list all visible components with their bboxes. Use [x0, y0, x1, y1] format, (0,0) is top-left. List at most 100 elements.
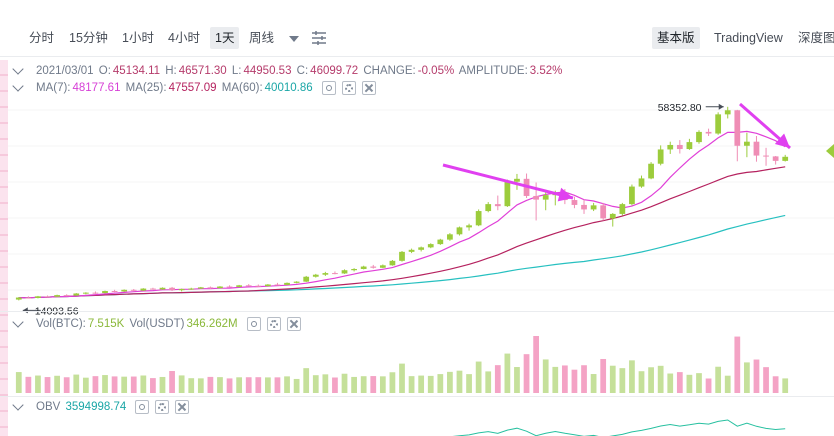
- timeframe-week[interactable]: 周线: [249, 31, 275, 45]
- volume-bar: [648, 367, 654, 393]
- obv-value: 3594998.74: [65, 401, 127, 413]
- volume-bar: [408, 376, 415, 393]
- volume-bar: [63, 377, 70, 393]
- high-label: H:: [165, 65, 177, 77]
- indicator-settings-icon[interactable]: [311, 30, 327, 46]
- candle-body: [25, 297, 32, 299]
- volume-bar: [523, 354, 530, 393]
- candle-body: [44, 296, 51, 298]
- ma-visibility-eye-icon[interactable]: [321, 80, 336, 95]
- candle-body: [744, 141, 750, 146]
- candle-body: [178, 288, 185, 291]
- volume-bar: [54, 375, 60, 393]
- volume-bar: [619, 368, 626, 393]
- candle-body: [581, 204, 587, 210]
- volume-bar: [102, 375, 108, 393]
- volume-bar: [686, 374, 693, 393]
- volume-bar: [782, 378, 789, 393]
- candle-body: [159, 287, 166, 290]
- volume-bar: [724, 375, 731, 393]
- volume-gear-icon[interactable]: [266, 316, 281, 331]
- candle-body: [399, 251, 405, 261]
- volume-bar: [255, 377, 262, 393]
- version-depth-button[interactable]: 深度图: [798, 31, 834, 45]
- volume-bar: [332, 377, 338, 393]
- ma7-label: MA(7):: [36, 82, 71, 94]
- candle-body: [169, 287, 175, 291]
- volume-bar: [629, 360, 635, 393]
- candle-body: [332, 273, 338, 275]
- candle-body: [418, 247, 425, 250]
- volume-bar: [44, 377, 51, 393]
- low-label: L:: [231, 65, 242, 77]
- volume-bar: [25, 376, 32, 393]
- volume-bar: [217, 377, 223, 393]
- volume-bar: [542, 359, 549, 393]
- volume-bar: [121, 376, 128, 393]
- timeframe-1h[interactable]: 1小时: [122, 31, 154, 45]
- candle-body: [408, 249, 415, 252]
- open-label: O:: [98, 65, 111, 77]
- volume-bar: [312, 375, 319, 393]
- timeframe-time[interactable]: 分时: [29, 31, 55, 45]
- candle-body: [638, 178, 645, 187]
- timeframe-1d[interactable]: 1天: [210, 27, 240, 49]
- candle-body: [312, 274, 319, 277]
- ma-close-icon[interactable]: [361, 80, 376, 95]
- volume-bar: [245, 377, 252, 393]
- volume-eye-icon[interactable]: [246, 316, 261, 331]
- volume-close-icon[interactable]: [286, 316, 301, 331]
- volume-bar: [504, 353, 511, 393]
- candle-body: [542, 195, 549, 200]
- candle-body: [236, 285, 243, 287]
- version-tradingview-button[interactable]: TradingView: [714, 31, 783, 45]
- timeframe-4h[interactable]: 4小时: [168, 31, 200, 45]
- candle-body: [494, 204, 501, 207]
- volume-bar: [561, 365, 568, 393]
- ohlc-legend: 2021/03/01 O: 45134.11 H: 46571.30 L: 44950…: [12, 63, 564, 79]
- volume-bar: [744, 362, 750, 393]
- ma25-value: 47557.09: [168, 82, 217, 94]
- amplitude-value: 3.52%: [529, 65, 563, 77]
- obv-eye-icon[interactable]: [135, 399, 150, 414]
- candle-body: [102, 291, 108, 294]
- volume-bar: [696, 373, 702, 393]
- volume-bar: [763, 367, 769, 393]
- ma25-line: [18, 166, 786, 299]
- version-basic-button[interactable]: 基本版: [652, 27, 700, 49]
- ma60-value: 40010.86: [264, 82, 313, 94]
- volume-bar: [447, 371, 453, 393]
- left-edge-strip: [0, 60, 8, 436]
- obv-gear-icon[interactable]: [155, 399, 170, 414]
- ma25-label: MA(25):: [125, 82, 167, 94]
- candle-body: [35, 296, 41, 298]
- trend-arrow-2-head: [774, 133, 790, 148]
- candle-body: [447, 234, 453, 240]
- volume-bar: [341, 373, 348, 393]
- candle-body: [657, 149, 664, 164]
- volume-bar: [293, 378, 300, 393]
- more-timeframes-chevron-down-icon[interactable]: [289, 36, 299, 42]
- high-value: 46571.30: [178, 65, 227, 77]
- ma7-line: [18, 130, 786, 299]
- candle-body: [667, 144, 674, 150]
- candle-body: [226, 286, 233, 288]
- candle-body: [600, 205, 607, 219]
- obv-close-icon[interactable]: [175, 399, 190, 414]
- open-value: 45134.11: [112, 65, 161, 77]
- trend-arrow-1-head: [557, 187, 573, 202]
- volume-bar: [35, 375, 41, 393]
- volume-bar: [236, 377, 243, 393]
- volume-bar: [475, 361, 482, 393]
- volume-bar: [92, 376, 99, 393]
- ma-settings-gear-icon[interactable]: [341, 80, 356, 95]
- volume-bar: [533, 336, 539, 393]
- vol-usdt-value: 346.262M: [186, 318, 238, 330]
- high-marker-arrow: [718, 103, 724, 110]
- volume-bar: [111, 376, 118, 393]
- candle-body: [389, 260, 396, 266]
- timeframe-15m[interactable]: 15分钟: [69, 31, 108, 45]
- volume-bar: [15, 372, 22, 393]
- candle-body: [456, 227, 463, 235]
